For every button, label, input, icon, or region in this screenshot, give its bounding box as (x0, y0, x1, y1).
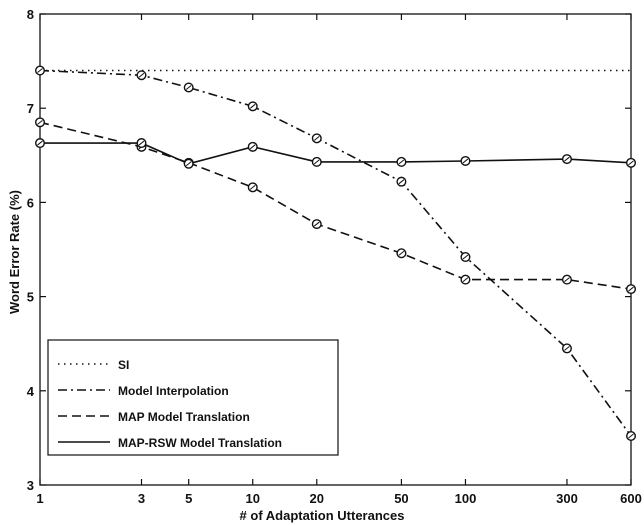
y-axis: 3 4 5 6 7 8 (27, 7, 631, 493)
data-point-mark (398, 159, 405, 165)
data-point-mark (37, 119, 43, 125)
y-tick-label: 8 (27, 7, 34, 22)
data-point-mark (138, 72, 145, 78)
data-point-mark (564, 156, 570, 162)
x-tick-label: 10 (245, 491, 259, 506)
data-point-mark (249, 144, 256, 150)
legend-box (47, 339, 339, 456)
x-tick-label: 100 (455, 491, 477, 506)
x-tick-label: 50 (394, 491, 408, 506)
x-tick-label: 300 (556, 491, 578, 506)
data-point-mark (37, 140, 43, 146)
data-point-mark (462, 158, 469, 164)
x-tick-label: 600 (620, 491, 642, 506)
series-map-rsw-model-translation (35, 138, 637, 169)
x-axis: 1 3 5 10 20 50 100 300 600 (36, 14, 642, 506)
x-tick-label: 5 (185, 491, 192, 506)
data-point-mark (185, 161, 192, 167)
x-axis-label: # of Adaptation Utterances (240, 508, 405, 523)
y-tick-label: 4 (27, 384, 35, 399)
data-point-mark (249, 184, 256, 190)
series-line (40, 142, 632, 165)
data-point-mark (462, 254, 469, 260)
data-point-mark (564, 277, 570, 283)
series-map-model-translation (35, 117, 637, 295)
data-point-mark (313, 135, 320, 141)
plot-border (39, 13, 632, 486)
data-point-mark (628, 433, 634, 439)
legend-label: Model Interpolation (118, 384, 229, 398)
data-point-mark (628, 286, 634, 292)
data-point-mark (628, 160, 634, 166)
legend-label: MAP Model Translation (118, 410, 250, 424)
data-point-mark (249, 103, 256, 109)
y-tick-label: 3 (27, 478, 34, 493)
data-point-mark (313, 159, 320, 165)
x-tick-label: 3 (138, 491, 145, 506)
data-point-mark (564, 346, 570, 351)
x-tick-label: 20 (310, 491, 324, 506)
legend-label: MAP-RSW Model Translation (118, 436, 282, 450)
data-point-mark (462, 277, 469, 283)
series-model-interpolation (35, 65, 637, 442)
y-axis-label: Word Error Rate (%) (7, 190, 22, 314)
x-tick-label: 1 (36, 491, 43, 506)
y-tick-label: 7 (27, 101, 34, 116)
legend-label: SI (118, 358, 129, 372)
data-point-mark (138, 140, 145, 146)
series-layer (35, 65, 637, 442)
legend: SI Model Interpolation MAP Model Translati… (47, 339, 339, 456)
plot-frame (39, 13, 632, 486)
y-tick-label: 5 (27, 290, 34, 305)
data-point-mark (398, 179, 405, 185)
data-point-mark (398, 250, 405, 256)
data-point-mark (313, 221, 320, 227)
data-point-mark (185, 85, 192, 90)
data-point-mark (37, 68, 43, 73)
y-tick-label: 6 (27, 195, 34, 210)
